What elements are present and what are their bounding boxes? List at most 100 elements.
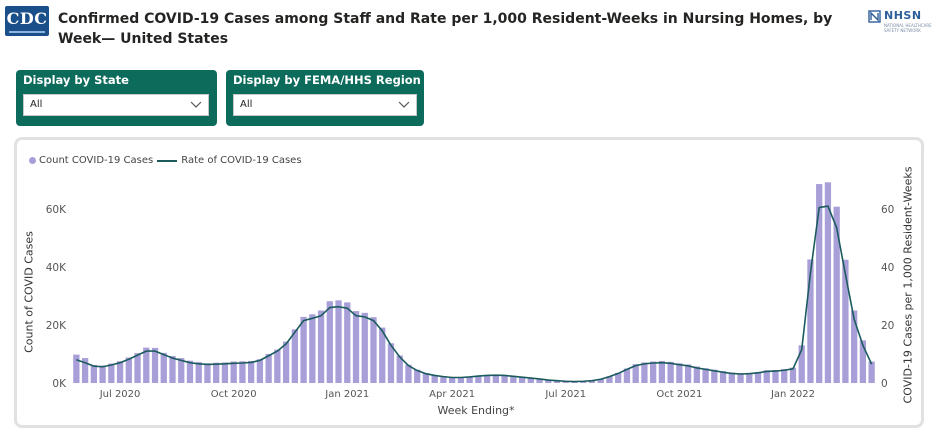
nhsn-logo: NHSN NATIONAL HEALTHCARE SAFETY NETWORK (866, 7, 932, 39)
y2-tick-label: 20 (881, 320, 894, 332)
bar (300, 316, 307, 383)
bar (658, 360, 666, 383)
bar (116, 361, 124, 383)
bar (684, 364, 692, 383)
bar (711, 369, 718, 383)
bar (737, 373, 744, 383)
bar (309, 314, 316, 383)
y-tick-label: 60K (46, 204, 67, 216)
bar (702, 368, 709, 383)
bar (475, 375, 482, 383)
bar (641, 362, 648, 383)
y2-tick-label: 40 (881, 262, 894, 274)
bar (754, 371, 762, 383)
bar (851, 310, 858, 383)
bar (204, 363, 211, 383)
x-tick-label: Jan 2022 (770, 389, 815, 400)
bar (431, 375, 438, 383)
bar (405, 364, 412, 383)
bar (667, 361, 674, 383)
region-dropdown[interactable]: All (233, 94, 417, 116)
bar (597, 378, 604, 383)
bar (466, 376, 473, 383)
bar (798, 345, 805, 383)
y-tick-label: 0K (52, 378, 67, 390)
bar (693, 366, 700, 383)
y2-tick-label: 60 (881, 204, 894, 216)
state-dropdown[interactable]: All (23, 94, 209, 116)
bar (195, 362, 202, 383)
state-slicer: Display by State All (16, 70, 217, 126)
state-slicer-label: Display by State (23, 73, 129, 87)
y2-axis-title: COVID-19 Cases per 1,000 Resident-Weeks (901, 166, 915, 404)
region-slicer-label: Display by FEMA/HHS Region (233, 73, 421, 87)
nhsn-logo-subtext: NATIONAL HEALTHCARE SAFETY NETWORK (884, 23, 932, 33)
bar (248, 360, 255, 383)
bar (326, 301, 333, 383)
x-tick-label: Jul 2021 (544, 389, 586, 400)
bar (650, 361, 657, 383)
bar (99, 365, 106, 383)
bar (501, 374, 508, 383)
legend-bar-label: Count COVID-19 Cases (39, 155, 154, 166)
cdc-logo: CDC (5, 6, 49, 36)
bar (545, 379, 552, 383)
y-tick-label: 40K (46, 262, 67, 274)
rate-series-line (76, 205, 873, 383)
bar (125, 357, 132, 383)
bar (108, 363, 115, 383)
x-tick-label: Oct 2020 (211, 389, 257, 400)
bar (335, 300, 342, 383)
bar (213, 362, 220, 383)
bar (379, 327, 386, 383)
bar (449, 377, 456, 383)
x-tick-label: Jan 2021 (324, 389, 369, 400)
bar (623, 368, 631, 383)
bar (186, 360, 194, 383)
bar (527, 377, 534, 383)
y2-tick-label: 0 (881, 378, 888, 390)
page-title: Confirmed COVID-19 Cases among Staff and… (58, 11, 833, 47)
bar (143, 347, 150, 383)
bar (352, 311, 360, 383)
bar (833, 206, 840, 383)
bar (265, 354, 272, 383)
bar (291, 329, 298, 383)
bar (728, 372, 735, 383)
bar (256, 359, 264, 383)
legend-line-swatch (157, 159, 178, 162)
bar (483, 374, 491, 383)
bar (719, 371, 727, 383)
bar (807, 259, 814, 383)
x-tick-label: Oct 2021 (656, 389, 702, 400)
bar (90, 365, 97, 383)
bar (151, 347, 159, 383)
bar (160, 352, 167, 383)
legend-bar-swatch (29, 157, 36, 164)
x-tick-label: Apr 2021 (429, 389, 475, 400)
bar (772, 369, 779, 383)
chart-legend: Count COVID-19 Cases Rate of COVID-19 Ca… (29, 155, 302, 166)
x-axis-title: Week Ending* (437, 404, 515, 417)
bar (414, 369, 421, 383)
bar (317, 310, 325, 383)
region-slicer: Display by FEMA/HHS Region All (226, 70, 424, 126)
chevron-down-icon (398, 101, 410, 108)
bar (492, 374, 499, 383)
bar (440, 376, 447, 383)
bar (868, 361, 875, 383)
bar (81, 358, 89, 383)
bar (422, 373, 430, 383)
bar (781, 369, 788, 383)
nhsn-mark-icon (868, 10, 881, 23)
bar (396, 355, 403, 383)
bar (282, 341, 290, 383)
bar (370, 317, 377, 383)
bar (134, 353, 141, 383)
bar (169, 356, 176, 383)
bar (606, 376, 613, 383)
nhsn-logo-text: NHSN (884, 9, 922, 22)
bar (344, 302, 351, 383)
bar (842, 259, 849, 383)
